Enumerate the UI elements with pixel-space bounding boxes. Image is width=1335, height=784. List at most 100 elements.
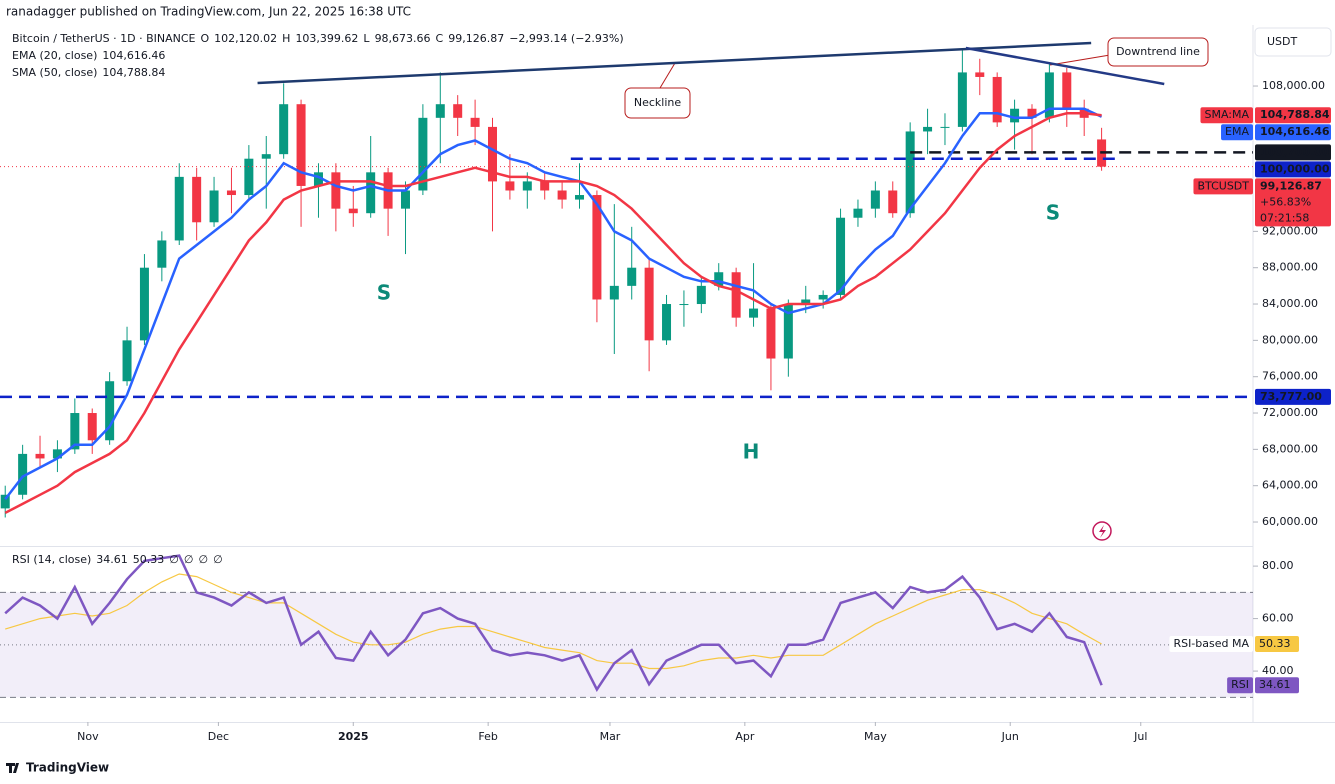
candle-body [400, 190, 410, 209]
legend-value: 104,616.46 [102, 49, 165, 62]
icon-bolt[interactable] [1099, 525, 1106, 538]
candle-body [0, 494, 10, 509]
x-tick-label: Dec [208, 730, 229, 743]
axis-label-value: 104,788.84 [1260, 108, 1330, 121]
callout-text: Neckline [634, 96, 681, 109]
candle-body [209, 190, 219, 223]
y-tick-label: 40.00 [1262, 664, 1294, 677]
y-tick-label: 76,000.00 [1262, 370, 1318, 383]
footer-logo: TradingView [6, 761, 109, 775]
axis-label-box [1255, 144, 1331, 161]
ohlc-value: 98,673.66 [375, 32, 431, 45]
y-tick-label: 60,000.00 [1262, 515, 1318, 528]
legend-null: ∅ [198, 553, 208, 566]
axis-label-value: 100,700.00 [1260, 145, 1330, 158]
logo-mark [6, 763, 19, 773]
axis-label-tag: SMA:MA [1204, 108, 1249, 121]
candle-body [644, 267, 654, 341]
y-tick-label: 80.00 [1262, 559, 1294, 572]
candle-body [992, 76, 1002, 123]
y-tick-label: 68,000.00 [1262, 442, 1318, 455]
x-tick-label: May [864, 730, 887, 743]
callout-box [1107, 37, 1209, 67]
x-tick-label: Jul [1133, 730, 1147, 743]
candle-body [905, 131, 915, 214]
candle-body [836, 217, 846, 295]
ma-line [4, 112, 1102, 515]
candle-body [1010, 108, 1020, 123]
y-tick-label: 80,000.00 [1262, 333, 1318, 346]
candle-body [1027, 108, 1037, 118]
candle-body [923, 126, 933, 132]
lightning-icon[interactable] [1092, 521, 1112, 541]
callout-pointer [1049, 54, 1111, 66]
legend-name: SMA (50, close) [12, 66, 97, 79]
x-tick-label: Feb [478, 730, 497, 743]
axis-label-tag: EMA [1225, 125, 1249, 138]
candle-body [505, 181, 515, 191]
candle-body [766, 308, 776, 359]
candle-body [366, 172, 376, 214]
axis-tag-box [1221, 124, 1253, 141]
candle-body [731, 272, 741, 318]
candle-body [470, 117, 480, 127]
footer-brand: TradingView [26, 761, 109, 775]
candle-body [679, 304, 689, 306]
candle-body [609, 285, 619, 300]
candle-body [1044, 72, 1054, 118]
ma-line [4, 107, 1103, 501]
axis-label-tag: RSI-based MA [1173, 637, 1249, 650]
candle-body [174, 176, 184, 241]
candle-body [35, 453, 45, 459]
candle-body [714, 272, 724, 286]
candle-body [662, 304, 672, 341]
candle-body [331, 172, 341, 209]
candle-body [313, 172, 323, 186]
axis-tag-box [1227, 677, 1253, 694]
candle-body [18, 453, 28, 495]
axis-label-box [1255, 635, 1299, 652]
axis-label-box [1255, 124, 1331, 141]
axis-label-tag: RSI [1231, 678, 1249, 691]
axis-label-box [1255, 178, 1331, 227]
axis-label-extra: 07:21:58 [1260, 211, 1309, 224]
candle-body [244, 158, 254, 196]
trendline [257, 41, 1092, 85]
pattern-label: S [377, 281, 391, 305]
candle-body [487, 126, 497, 182]
y-tick-label: 72,000.00 [1262, 406, 1318, 419]
axis-label-box [1255, 107, 1331, 124]
axis-label-value: 104,616.46 [1260, 125, 1330, 138]
rsi-line [4, 554, 1103, 692]
candle-body [122, 340, 132, 382]
ohlc-key: L [363, 32, 370, 45]
legend-title: Bitcoin / TetherUS · 1D · BINANCE [12, 32, 196, 45]
candle-body [627, 267, 637, 286]
change: −2,993.14 (−2.93%) [509, 32, 623, 45]
axis-label-value: 34.61 [1259, 678, 1291, 691]
axis-label-value: 99,126.87 [1260, 179, 1322, 192]
candle-body [888, 190, 898, 214]
y-tick-label: 64,000.00 [1262, 479, 1318, 492]
candle-body [296, 104, 306, 186]
currency-box[interactable] [1254, 27, 1332, 57]
candle-body [592, 195, 602, 300]
x-tick-label: 2025 [338, 730, 369, 743]
candle-body [957, 72, 967, 127]
legend-name: EMA (20, close) [12, 49, 97, 62]
axis-tag-box [1193, 178, 1253, 195]
candle-body [975, 72, 985, 77]
candle-body [418, 117, 428, 191]
axis-tag-box [1200, 107, 1253, 124]
candle-body [192, 176, 202, 223]
axis-label-tag: BTCUSDT [1197, 179, 1249, 192]
y-tick-label: 92,000.00 [1262, 224, 1318, 237]
candle-body [696, 285, 706, 305]
candle-body [940, 126, 950, 128]
currency[interactable]: USDT [1267, 35, 1298, 48]
y-tick-label: 84,000.00 [1262, 297, 1318, 310]
candle-body [453, 104, 463, 118]
legend-null: ∅ [213, 553, 223, 566]
axis-label-value: 73,777.00 [1260, 390, 1322, 403]
candle-body [522, 181, 532, 191]
